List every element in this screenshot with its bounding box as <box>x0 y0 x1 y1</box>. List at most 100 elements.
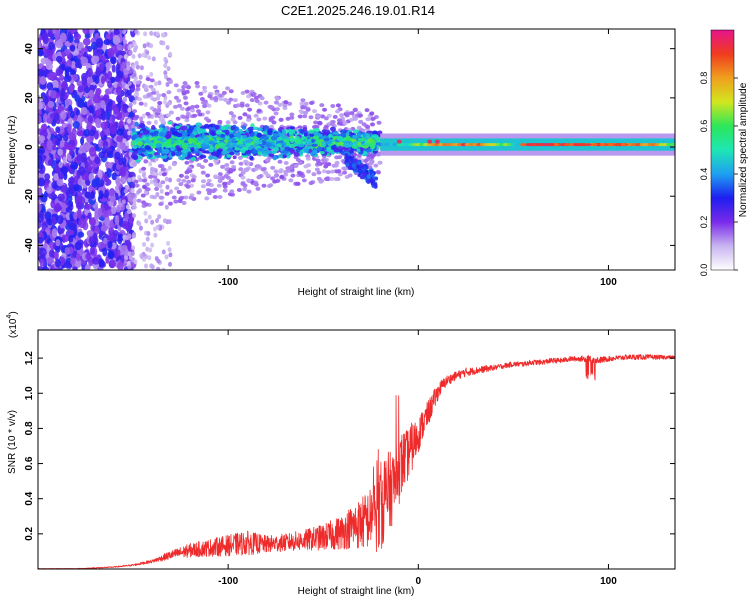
noise-cell <box>49 249 55 259</box>
signal-halo <box>278 168 284 173</box>
signal-cell <box>228 144 234 149</box>
signal-cell <box>245 142 252 147</box>
noise-cell <box>106 150 115 159</box>
signal-cell <box>361 172 366 177</box>
signal-halo <box>194 104 200 109</box>
signal-halo <box>279 174 285 179</box>
noise-cell <box>94 156 101 165</box>
signal-cell <box>132 151 138 156</box>
noise-cell <box>163 70 168 76</box>
signal-halo <box>356 153 362 158</box>
signal-halo <box>251 92 257 97</box>
signal-halo <box>301 178 307 183</box>
carrier-peak <box>434 139 440 144</box>
signal-halo <box>145 77 151 82</box>
noise-cell <box>116 178 121 188</box>
noise-cell <box>143 263 148 269</box>
carrier-peak <box>427 139 433 144</box>
signal-halo <box>262 116 268 121</box>
noise-cell <box>163 74 168 80</box>
signal-halo <box>166 101 172 106</box>
noise-cell <box>78 196 86 205</box>
carrier-cell <box>553 143 560 147</box>
snr-multiplier-close: ) <box>8 311 19 314</box>
signal-halo <box>247 107 253 112</box>
signal-halo <box>231 114 237 119</box>
signal-cell <box>312 149 318 155</box>
noise-cell <box>46 256 55 265</box>
signal-cell <box>196 127 203 132</box>
signal-halo <box>154 186 160 191</box>
noise-cell <box>92 232 98 240</box>
noise-cell <box>55 40 64 49</box>
signal-halo <box>334 155 340 160</box>
signal-halo <box>150 87 156 92</box>
noise-cell <box>38 154 43 164</box>
noise-cell <box>63 75 72 83</box>
noise-cell <box>126 204 131 210</box>
signal-halo <box>217 175 223 180</box>
signal-cell <box>282 154 287 159</box>
noise-cell <box>78 218 87 229</box>
signal-cell <box>142 136 147 141</box>
snr-y-label: SNR (10 * v/v) <box>7 410 18 474</box>
signal-cell <box>151 125 156 130</box>
noise-cell <box>83 128 91 137</box>
signal-halo <box>334 160 340 165</box>
signal-cell <box>158 132 165 137</box>
signal-cell <box>305 139 311 144</box>
noise-cell <box>39 258 45 267</box>
signal-cell <box>132 134 139 139</box>
signal-halo <box>229 189 235 194</box>
signal-cell <box>308 129 315 134</box>
signal-cell <box>373 182 378 187</box>
noise-cell <box>123 39 128 45</box>
signal-cell <box>208 123 214 128</box>
noise-cell <box>66 195 73 203</box>
signal-cell <box>144 145 152 150</box>
noise-cell <box>53 112 60 122</box>
signal-halo <box>375 152 381 157</box>
signal-halo <box>182 95 188 100</box>
signal-halo <box>339 113 345 118</box>
noise-cell <box>39 247 47 257</box>
noise-cell <box>153 119 158 125</box>
signal-halo <box>240 91 246 96</box>
signal-halo <box>184 118 190 123</box>
noise-cell <box>121 199 126 205</box>
signal-halo <box>214 91 220 96</box>
noise-cell <box>168 51 173 57</box>
noise-cell <box>149 30 154 36</box>
noise-cell <box>89 246 96 255</box>
noise-cell <box>132 47 137 53</box>
noise-cell <box>95 37 104 48</box>
signal-halo <box>321 158 327 163</box>
noise-cell <box>121 157 127 166</box>
noise-cell <box>131 233 136 239</box>
signal-cell <box>208 147 214 153</box>
noise-cell <box>149 263 154 269</box>
signal-cell <box>289 126 296 130</box>
signal-cell <box>238 143 244 148</box>
noise-cell <box>132 201 137 207</box>
noise-cell <box>89 146 97 157</box>
noise-cell <box>110 45 119 54</box>
noise-cell <box>91 256 100 265</box>
noise-cell <box>75 185 83 192</box>
signal-halo <box>314 167 320 172</box>
signal-cell <box>161 128 168 133</box>
noise-cell <box>107 80 113 89</box>
signal-halo <box>217 179 223 184</box>
noise-cell <box>70 257 76 266</box>
signal-cell <box>131 140 136 146</box>
signal-halo <box>192 113 198 118</box>
signal-halo <box>181 178 187 183</box>
signal-halo <box>131 73 137 78</box>
signal-halo <box>283 172 289 177</box>
noise-cell <box>46 117 53 124</box>
noise-cell <box>50 89 57 99</box>
signal-halo <box>230 117 236 122</box>
signal-halo <box>186 179 192 184</box>
